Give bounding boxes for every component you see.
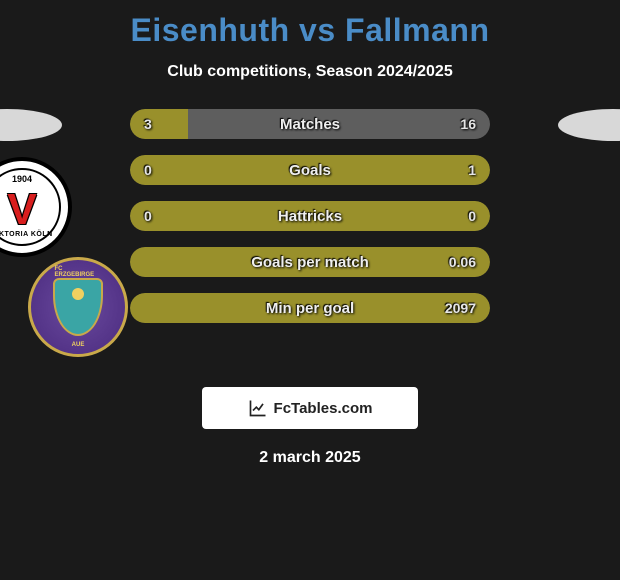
- attribution-text: FcTables.com: [274, 400, 373, 417]
- stat-row: 01Goals: [130, 155, 490, 185]
- stats-list: 316Matches 01Goals 00Hattricks 0.06Goals pe…: [130, 109, 490, 339]
- right-player-ellipse: [558, 109, 620, 141]
- stat-row: 0.06Goals per match: [130, 247, 490, 277]
- badge-shield-icon: [53, 278, 103, 336]
- left-club-badge: 1904 V VIKTORIA KÖLN: [0, 157, 72, 257]
- badge-ring-top: FC ERZGEBIRGE: [55, 266, 102, 278]
- right-club-badge: FC ERZGEBIRGE AUE: [28, 257, 128, 357]
- stat-label: Min per goal: [130, 293, 490, 323]
- chart-icon: [248, 398, 268, 418]
- left-player-ellipse: [0, 109, 62, 141]
- date-label: 2 march 2025: [0, 449, 620, 467]
- stat-label: Goals per match: [130, 247, 490, 277]
- stat-row: 316Matches: [130, 109, 490, 139]
- stat-label: Goals: [130, 155, 490, 185]
- stat-label: Hattricks: [130, 201, 490, 231]
- page-title: Eisenhuth vs Fallmann: [0, 0, 620, 49]
- stat-label: Matches: [130, 109, 490, 139]
- attribution-box: FcTables.com: [202, 387, 418, 429]
- badge-ring-bottom: AUE: [72, 342, 85, 348]
- badge-ring-text: VIKTORIA KÖLN: [0, 231, 53, 238]
- badge-year: 1904: [12, 174, 32, 184]
- subtitle: Club competitions, Season 2024/2025: [0, 63, 620, 81]
- comparison-panel: 1904 V VIKTORIA KÖLN FC ERZGEBIRGE AUE 3…: [0, 109, 620, 369]
- stat-row: 00Hattricks: [130, 201, 490, 231]
- badge-letter: V: [7, 188, 36, 232]
- stat-row: 2097Min per goal: [130, 293, 490, 323]
